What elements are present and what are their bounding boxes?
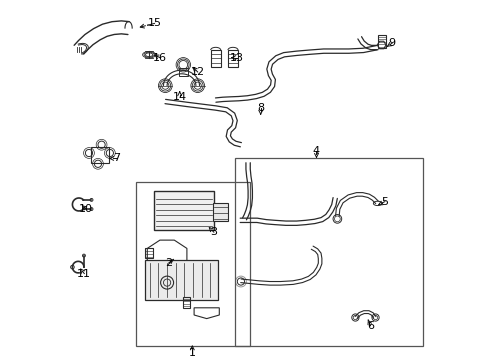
Bar: [235, 158, 422, 346]
Bar: [136, 182, 249, 346]
Bar: [145, 260, 217, 300]
Text: 16: 16: [153, 53, 166, 63]
Bar: [179, 68, 187, 76]
Bar: [145, 248, 152, 258]
Text: 10: 10: [79, 204, 93, 214]
Text: 4: 4: [312, 146, 320, 156]
Text: 7: 7: [113, 153, 120, 163]
Text: 6: 6: [366, 321, 373, 331]
Text: 12: 12: [190, 67, 204, 77]
Bar: [213, 203, 227, 221]
Text: 13: 13: [230, 53, 244, 63]
Text: 9: 9: [388, 38, 395, 48]
Bar: [377, 35, 385, 48]
Text: 11: 11: [77, 269, 91, 279]
Text: 1: 1: [188, 348, 195, 358]
Bar: [183, 297, 189, 308]
Bar: [227, 50, 238, 67]
Text: 2: 2: [165, 258, 172, 268]
Text: 15: 15: [147, 18, 161, 28]
Text: 8: 8: [257, 103, 264, 113]
Text: 3: 3: [210, 227, 217, 237]
Bar: [91, 147, 108, 163]
Text: 5: 5: [381, 197, 387, 207]
Bar: [210, 50, 220, 67]
Bar: [154, 191, 213, 230]
Text: 14: 14: [172, 92, 186, 102]
